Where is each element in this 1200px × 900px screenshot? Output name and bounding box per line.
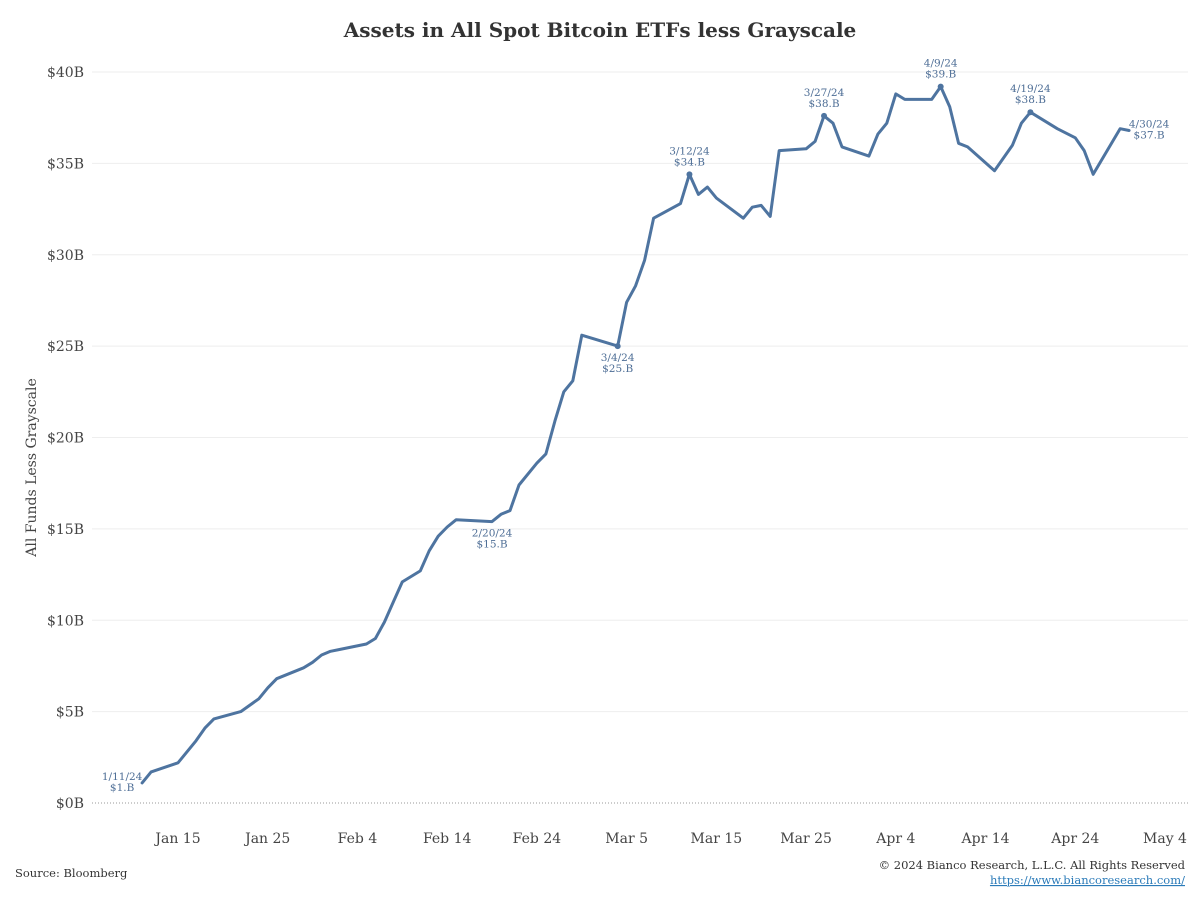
x-tick-label: Mar 15 [691, 831, 743, 847]
x-tick-label: Mar 5 [605, 831, 648, 847]
x-tick-label: Feb 24 [513, 831, 562, 847]
annotation-date: 2/20/24 [472, 528, 513, 540]
y-tick-label: $15B [47, 522, 84, 538]
annotation-date: 3/27/24 [804, 87, 845, 99]
annotation-value: $25.B [602, 363, 633, 375]
y-tick-label: $40B [47, 65, 84, 81]
y-tick-label: $0B [56, 796, 84, 812]
annotation-value: $34.B [674, 156, 705, 168]
series-line [140, 85, 1131, 785]
x-tick-label: Apr 14 [961, 831, 1010, 847]
annotation-date: 4/19/24 [1010, 83, 1051, 95]
annotation-value: $39.B [925, 69, 956, 81]
x-tick-label: Apr 24 [1050, 831, 1099, 847]
annotations: 1/11/24$1.B 2/20/24$15.B 3/4/24$25.B 3/12/2… [102, 58, 1170, 794]
series-layer [140, 85, 1131, 785]
data-point-marker [686, 171, 693, 178]
x-tick-label: Apr 4 [875, 831, 915, 847]
y-axis-label: All Funds Less Grayscale [24, 378, 40, 558]
x-axis-ticks: Jan 15 Jan 25 Feb 4 Feb 14 Feb 24 Mar 5 Mar 15… [153, 831, 1187, 847]
gridlines [92, 71, 1188, 804]
annotation-value: $1.B [110, 782, 135, 794]
annotation-value: $37.B [1134, 129, 1165, 141]
annotation-date: 4/30/24 [1129, 118, 1170, 130]
annotation-date: 4/9/24 [924, 58, 958, 70]
annotation-date: 3/12/24 [669, 145, 710, 157]
y-tick-label: $30B [47, 248, 84, 264]
annotation-date: 1/11/24 [102, 771, 143, 783]
y-tick-label: $5B [56, 705, 84, 721]
chart-title: Assets in All Spot Bitcoin ETFs less Gra… [343, 18, 857, 42]
annotation-value: $15.B [476, 539, 507, 551]
annotation-date: 3/4/24 [601, 352, 635, 364]
data-point-marker [614, 343, 621, 350]
x-tick-label: Jan 15 [153, 831, 200, 847]
source-note: Source: Bloomberg [15, 866, 128, 880]
annotation-value: $38.B [1015, 94, 1046, 106]
x-tick-label: Mar 25 [780, 831, 832, 847]
x-tick-label: May 4 [1143, 831, 1187, 847]
x-tick-label: Jan 25 [243, 831, 290, 847]
annotation-value: $38.B [808, 98, 839, 110]
y-tick-label: $35B [47, 156, 84, 172]
x-tick-label: Feb 14 [423, 831, 472, 847]
data-point-marker [937, 83, 944, 90]
data-point-marker [1027, 109, 1034, 116]
data-point-marker [821, 112, 828, 119]
y-tick-label: $20B [47, 431, 84, 447]
website-link[interactable]: https://www.biancoresearch.com/ [990, 873, 1185, 887]
y-tick-label: $10B [47, 613, 84, 629]
y-axis-ticks: $0B $5B $10B $15B $20B $25B $30B $35B $40B [47, 65, 84, 812]
x-tick-label: Feb 4 [338, 831, 378, 847]
y-tick-label: $25B [47, 339, 84, 355]
copyright-note: © 2024 Bianco Research, L.L.C. All Right… [879, 858, 1186, 872]
